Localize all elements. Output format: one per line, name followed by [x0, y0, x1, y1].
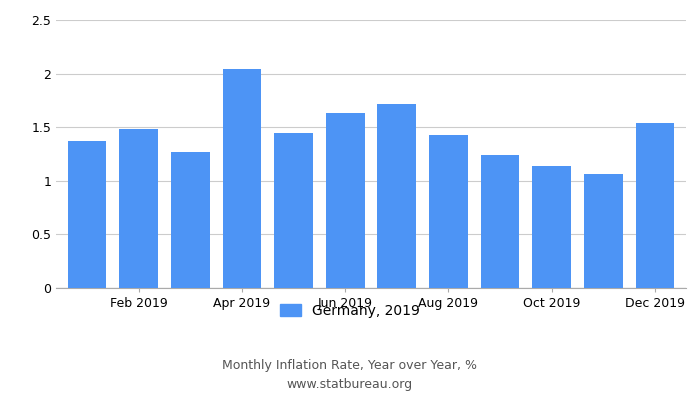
Text: Monthly Inflation Rate, Year over Year, %: Monthly Inflation Rate, Year over Year, …	[223, 360, 477, 372]
Text: www.statbureau.org: www.statbureau.org	[287, 378, 413, 391]
Bar	[326, 113, 365, 288]
Bar	[429, 135, 468, 288]
Bar	[481, 155, 519, 288]
Bar	[377, 104, 416, 288]
Bar	[636, 123, 674, 288]
Bar	[119, 129, 158, 288]
Bar	[274, 132, 313, 288]
Bar	[584, 174, 623, 288]
Bar	[533, 166, 571, 288]
Bar	[223, 69, 261, 288]
Legend: Germany, 2019: Germany, 2019	[274, 298, 426, 323]
Bar	[171, 152, 209, 288]
Bar	[68, 141, 106, 288]
